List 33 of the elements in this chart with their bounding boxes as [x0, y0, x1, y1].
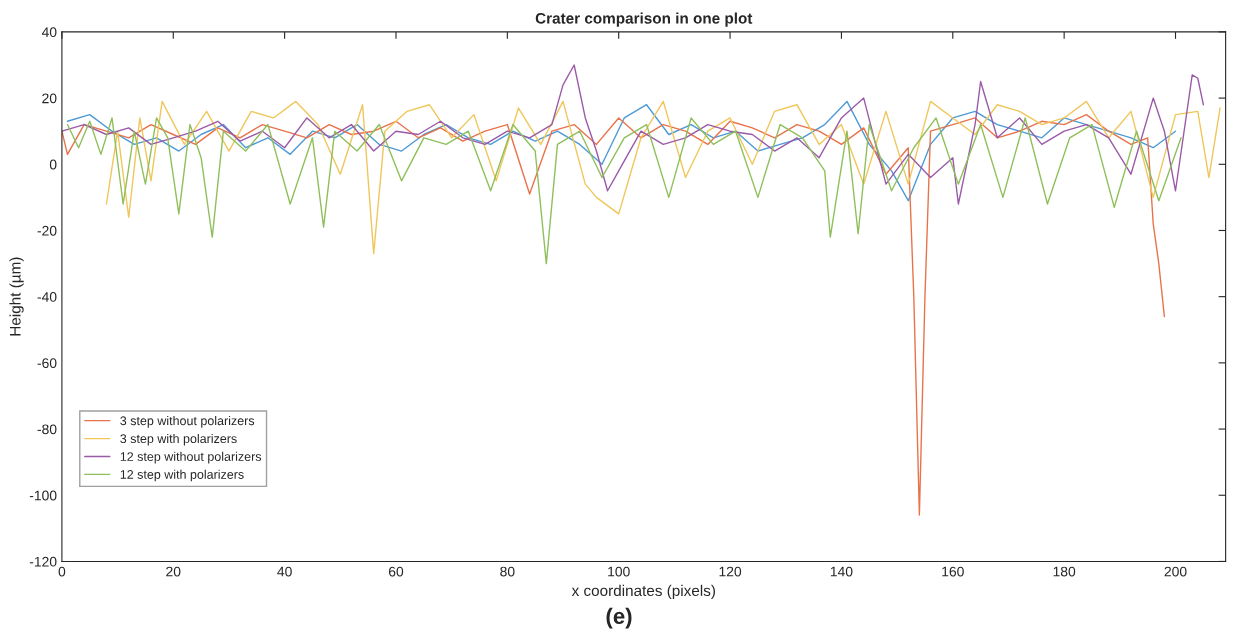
x-tick-label: 180 [1053, 566, 1076, 577]
y-tick-label: -40 [37, 292, 57, 302]
legend-label: 3 step without polarizers [120, 415, 255, 428]
legend-label: 12 step with polarizers [120, 469, 244, 482]
x-tick-label: 80 [500, 566, 515, 577]
x-tick-label: 60 [388, 566, 404, 577]
y-tick-label: -20 [37, 225, 57, 236]
y-tick-label: -100 [29, 490, 57, 501]
y-tick-label: 20 [42, 93, 57, 104]
chart-title: Crater comparison in one plot [535, 12, 753, 27]
x-tick-label: 200 [1164, 566, 1187, 577]
line-series [61, 113, 1166, 516]
y-tick-label: -60 [37, 358, 57, 369]
x-tick-label: 100 [608, 566, 630, 577]
x-tick-label: 20 [166, 566, 181, 577]
x-tick-label: 120 [719, 566, 742, 577]
legend-label: 12 step without polarizers [120, 451, 262, 464]
line-series [66, 100, 1177, 202]
y-axis-title: Height (µm) [9, 257, 24, 336]
y-tick-label: -80 [37, 424, 57, 435]
y-tick-label: -120 [29, 556, 57, 567]
legend-label: 3 step with polarizers [120, 433, 237, 446]
x-tick-label: 160 [942, 566, 964, 577]
x-tick-label: 140 [830, 566, 853, 577]
x-tick-label: 40 [277, 566, 292, 577]
text: (e) [606, 607, 632, 629]
line-series [61, 64, 1205, 205]
line-series [105, 100, 1221, 255]
y-tick-label: 0 [49, 159, 57, 170]
x-axis-title: x coordinates (pixels) [571, 584, 715, 600]
y-tick-label: 40 [41, 27, 57, 38]
line-series [66, 117, 1182, 265]
x-tick-label: 0 [58, 566, 66, 577]
